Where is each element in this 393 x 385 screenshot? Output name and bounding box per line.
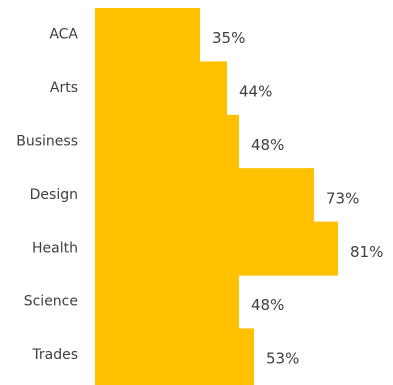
bar-trades [95, 328, 254, 385]
bar-science [95, 275, 239, 329]
category-labels: ACA Arts Business Design Health Science Trades [16, 27, 78, 363]
value-label-business: 48% [251, 136, 284, 154]
category-label-science: Science [24, 294, 78, 310]
bar-design [95, 168, 314, 223]
bar-arts [95, 61, 227, 116]
bar-aca [95, 8, 200, 62]
bar-group [95, 8, 338, 385]
value-label-aca: 35% [212, 29, 245, 47]
category-label-arts: Arts [50, 80, 78, 96]
value-labels: 35% 44% 48% 73% 81% 48% 53% [212, 29, 383, 367]
value-label-arts: 44% [239, 83, 272, 101]
value-label-design: 73% [326, 189, 359, 207]
category-label-health: Health [32, 240, 78, 256]
bar-business [95, 114, 239, 169]
bar-health [95, 221, 338, 276]
value-label-science: 48% [251, 296, 284, 314]
category-label-trades: Trades [31, 347, 78, 363]
category-label-design: Design [30, 187, 78, 203]
category-label-business: Business [16, 134, 78, 150]
value-label-health: 81% [350, 243, 383, 261]
category-label-aca: ACA [49, 27, 78, 43]
value-label-trades: 53% [266, 350, 299, 368]
